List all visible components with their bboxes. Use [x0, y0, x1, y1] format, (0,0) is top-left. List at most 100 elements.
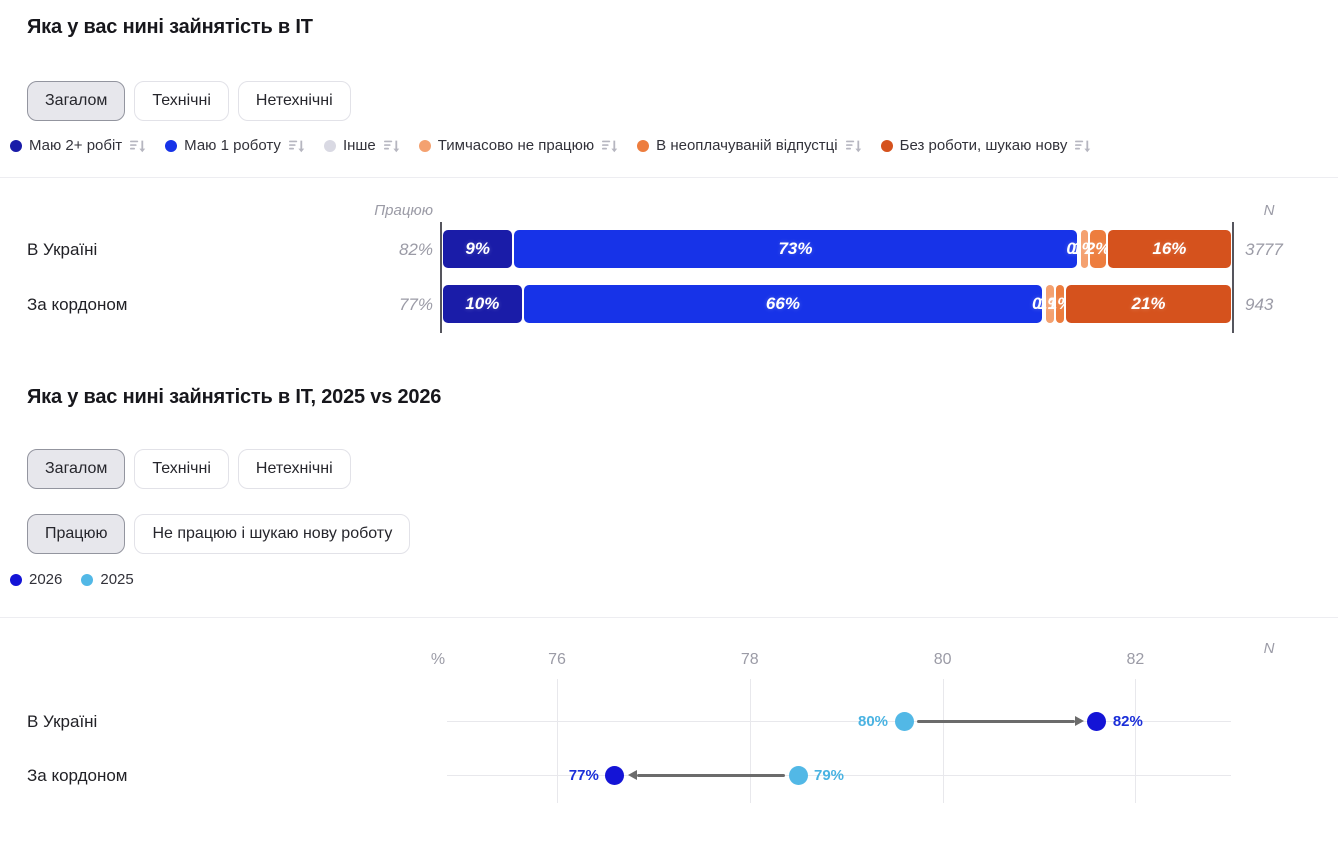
arrow-head-icon [1074, 715, 1084, 726]
bar-segment[interactable]: 21% [1066, 285, 1232, 323]
chart2-audience-tab-1[interactable]: Технічні [134, 449, 229, 489]
chart1-audience-tab-1[interactable]: Технічні [134, 81, 229, 121]
x-axis-tick-label: 80 [933, 651, 952, 668]
gridline-vertical [1135, 679, 1137, 803]
legend-item-2[interactable]: Інше [323, 137, 400, 154]
category-label: В Україні [27, 712, 98, 731]
data-point-value: 80% [858, 713, 889, 730]
legend-item-label: Маю 2+ робіт [29, 137, 123, 154]
data-point-2026[interactable] [605, 765, 625, 785]
legend-item-0[interactable]: Маю 2+ робіт [10, 137, 146, 154]
category-label: За кордоном [27, 295, 128, 314]
divider [0, 177, 1338, 178]
data-point-2026[interactable] [1087, 711, 1107, 731]
data-point-2025[interactable] [788, 765, 808, 785]
sort-descending-icon[interactable] [845, 139, 862, 153]
sort-descending-icon[interactable] [602, 139, 618, 153]
stacked-bar: 10% 66% 0% 1% 1% 21% [443, 285, 1232, 323]
legend-item-label: Інше [342, 137, 376, 154]
legend-item-label: Без роботи, шукаю нову [899, 137, 1068, 154]
chart2-audience-tab-2[interactable]: Нетехнічні [237, 449, 351, 489]
bar-segment[interactable]: 10% [443, 285, 522, 323]
x-axis-tick-label: 82 [1126, 651, 1145, 668]
data-point-value: 82% [1112, 713, 1143, 730]
chart1-right-axis-line [1232, 222, 1234, 333]
x-axis-tick-label: 76 [548, 651, 566, 668]
chart2-n-header: N [1263, 640, 1275, 657]
chart1-n-header: N [1263, 202, 1275, 219]
chart2-title: Яка у вас нині зайнятість в IT, 2025 vs … [27, 386, 442, 408]
chart1-audience-tabs: Загалом Технічні Нетехнічні [27, 81, 351, 121]
legend-item-label: 2026 [29, 571, 63, 588]
bar-segment-value: 66% [765, 294, 800, 313]
sort-descending-icon[interactable] [288, 139, 305, 153]
legend-item-label: В неоплачуваній відпустці [656, 137, 838, 154]
chart2-audience-tab-0[interactable]: Загалом [27, 449, 126, 489]
gridline-vertical [557, 679, 558, 803]
divider [0, 617, 1338, 618]
legend-item-4[interactable]: В неоплачуваній відпустці [637, 137, 861, 154]
sort-descending-icon[interactable] [383, 139, 400, 153]
row-total-value: 82% [398, 240, 433, 259]
bar-segment[interactable]: 1% [1072, 230, 1097, 268]
bar-segment[interactable]: 2% [1086, 230, 1110, 268]
chart1-totals-header: Працюю [374, 202, 433, 219]
legend-dot-icon [880, 139, 893, 152]
bar-segment[interactable]: 9% [443, 230, 513, 268]
legend-item-5[interactable]: Без роботи, шукаю нову [880, 137, 1092, 154]
bar-segment-value: 10% [465, 294, 500, 313]
gridline-horizontal [447, 721, 1231, 722]
stacked-bar: 9% 73% 0% 1% 2% 16% [443, 230, 1231, 268]
legend-dot-icon [418, 139, 431, 152]
bar-segment[interactable]: 1% [1048, 285, 1072, 323]
legend-dot-icon [81, 573, 94, 586]
bar-segment-value: 21% [1131, 294, 1166, 313]
category-label: За кордоном [27, 766, 128, 785]
chart1-audience-tab-2[interactable]: Нетехнічні [237, 81, 351, 121]
chart2-legend: 2026 2025 [10, 571, 134, 588]
chart2-metric-tab-0[interactable]: Працюю [27, 514, 126, 554]
chart2-x-axis-unit: % [430, 651, 446, 668]
bar-segment[interactable]: 16% [1107, 230, 1231, 268]
legend-item-label: 2025 [100, 571, 134, 588]
change-arrow [917, 719, 1075, 723]
data-point-value: 77% [568, 767, 599, 784]
chart1-audience-tab-0[interactable]: Загалом [27, 81, 126, 121]
change-arrow [636, 773, 785, 777]
legend-dot-icon [323, 139, 336, 152]
data-point-value: 79% [814, 767, 845, 784]
legend-item-3[interactable]: Тимчасово не працюю [418, 137, 618, 154]
chart2-metric-tab-1[interactable]: Не працюю і шукаю нову роботу [134, 514, 411, 554]
x-axis-tick-label: 78 [740, 651, 759, 668]
chart2-audience-tabs: Загалом Технічні Нетехнічні [27, 449, 351, 489]
legend-item-label: Маю 1 роботу [184, 137, 281, 154]
bar-segment[interactable]: 73% [514, 230, 1077, 268]
legend-item-1[interactable]: Маю 1 роботу [165, 137, 305, 154]
bar-segment-value: 73% [778, 239, 813, 258]
bar-segment-value: 9% [465, 239, 490, 258]
chart2-metric-tabs: Працюю Не працюю і шукаю нову роботу [27, 514, 411, 554]
legend-item-0[interactable]: 2026 [10, 571, 62, 588]
sort-descending-icon[interactable] [1075, 139, 1091, 153]
legend-dot-icon [165, 139, 178, 152]
bar-segment[interactable]: 1% [1038, 285, 1062, 323]
legend-item-1[interactable]: 2025 [81, 571, 134, 588]
legend-dot-icon [10, 139, 22, 152]
row-n-value: 943 [1245, 295, 1274, 314]
bar-segment[interactable]: 66% [523, 285, 1043, 323]
chart1-left-axis-line [440, 222, 442, 333]
category-label: В Україні [27, 240, 98, 259]
arrow-head-icon [627, 769, 637, 780]
bar-segment-value: 2% [1085, 239, 1111, 258]
legend-dot-icon [10, 573, 22, 586]
legend-item-label: Тимчасово не працюю [437, 137, 595, 154]
data-point-2025[interactable] [894, 711, 914, 731]
gridline-horizontal [447, 775, 1231, 776]
sort-descending-icon[interactable] [130, 139, 146, 153]
chart1-legend: Маю 2+ робіт Маю 1 роботу Інше Тимчасово не… [10, 137, 1091, 154]
legend-dot-icon [637, 139, 650, 152]
chart1-title: Яка у вас нині зайнятість в IT [27, 16, 313, 38]
bar-segment-value: 16% [1152, 239, 1187, 258]
gridline-vertical [942, 679, 944, 803]
